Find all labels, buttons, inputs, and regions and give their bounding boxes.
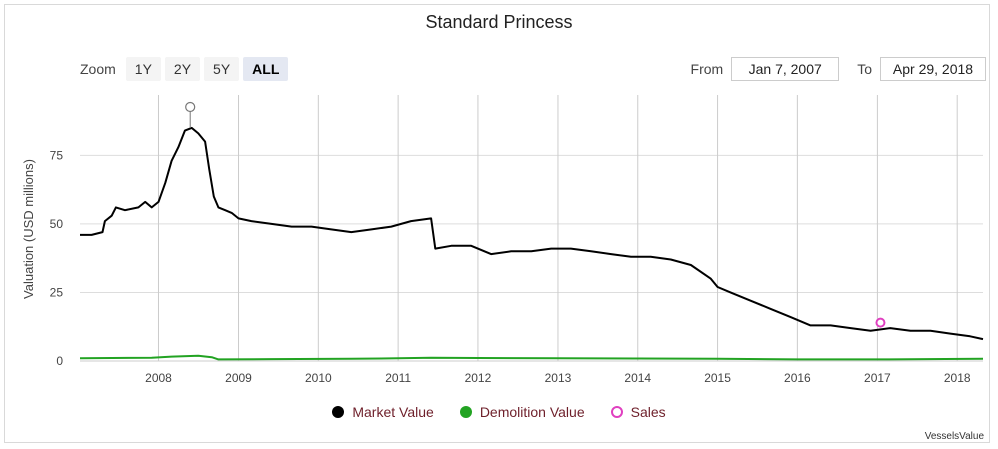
sales-swatch (610, 406, 623, 418)
x-tick-label: 2011 (385, 371, 411, 385)
zoom-1y-button[interactable]: 1Y (125, 57, 161, 81)
x-tick-label: 2016 (784, 371, 811, 385)
zoom-5y-button[interactable]: 5Y (204, 57, 240, 81)
grid-lines (80, 95, 983, 362)
x-tick-label: 2018 (944, 371, 971, 385)
from-date-input[interactable]: Jan 7, 2007 (731, 57, 840, 81)
chart-title: Standard Princess (425, 12, 573, 32)
legend-item-sales[interactable]: Sales (610, 404, 666, 420)
market-value-line (80, 126, 984, 341)
sales-point (875, 317, 886, 328)
zoom-2y-button[interactable]: 2Y (164, 57, 201, 81)
series-layer (79, 101, 984, 361)
x-tick-label: 2015 (704, 371, 731, 385)
x-tick-label: 2014 (624, 371, 651, 385)
y-axis-title: Valuation (USD millions) (21, 159, 36, 299)
market-value-swatch (332, 406, 345, 418)
to-label: To (857, 61, 872, 77)
x-tick-label: 2013 (545, 371, 572, 385)
legend-item-market-value[interactable]: Market Value (332, 404, 434, 420)
credit-text: VesselsValue (924, 431, 984, 442)
x-tick-label: 2017 (864, 371, 891, 385)
demolition-value-line (79, 354, 984, 361)
from-label: From (690, 61, 724, 77)
x-tick-label: 2010 (305, 371, 332, 385)
date-range-selector: From Jan 7, 2007 To Apr 29, 2018 (691, 57, 986, 81)
legend-label-market-value: Market Value (352, 404, 434, 420)
y-tick-label: 50 (50, 217, 64, 231)
x-tick-label: 2008 (145, 371, 172, 385)
zoom-control: Zoom 1Y 2Y 5Y ALL (80, 57, 289, 81)
legend-label-sales: Sales (630, 404, 666, 420)
legend-item-demolition-value[interactable]: Demolition Value (459, 404, 585, 420)
zoom-all-button[interactable]: ALL (243, 57, 289, 81)
x-tick-label: 2012 (465, 371, 492, 385)
x-tick-label: 2009 (225, 371, 252, 385)
to-date-input[interactable]: Apr 29, 2018 (880, 57, 986, 81)
y-tick-label: 0 (56, 354, 63, 368)
event-marker-pin (185, 101, 196, 113)
y-tick-label: 75 (50, 148, 64, 162)
zoom-label: Zoom (80, 61, 116, 77)
x-axis: 2008 2009 2010 2011 2012 2013 2014 2015 2016 2017… (80, 360, 983, 385)
demolition-value-swatch (459, 406, 472, 418)
y-tick-label: 25 (50, 285, 64, 299)
legend: Market Value Demolition Value Sales (0, 404, 998, 420)
y-axis: 0 25 50 75 (50, 148, 64, 368)
legend-label-demolition-value: Demolition Value (479, 404, 585, 420)
